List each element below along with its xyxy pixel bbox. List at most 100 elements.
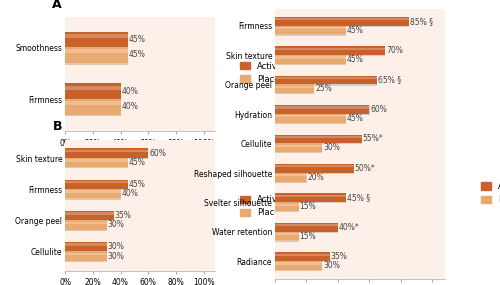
FancyBboxPatch shape [275, 46, 385, 55]
FancyBboxPatch shape [65, 253, 106, 262]
FancyBboxPatch shape [275, 173, 306, 182]
Text: A: A [52, 0, 62, 11]
FancyBboxPatch shape [65, 243, 106, 246]
FancyBboxPatch shape [65, 189, 120, 198]
FancyBboxPatch shape [275, 86, 314, 94]
FancyBboxPatch shape [275, 165, 354, 174]
FancyBboxPatch shape [275, 253, 330, 262]
Text: 60%: 60% [149, 148, 166, 158]
FancyBboxPatch shape [65, 32, 128, 47]
FancyBboxPatch shape [275, 165, 353, 168]
FancyBboxPatch shape [275, 76, 378, 84]
FancyBboxPatch shape [275, 174, 306, 176]
Text: 45%: 45% [128, 158, 145, 167]
FancyBboxPatch shape [65, 253, 106, 255]
Legend: Active, Placebo: Active, Placebo [237, 58, 294, 87]
Text: 40%: 40% [121, 87, 138, 96]
FancyBboxPatch shape [275, 56, 346, 59]
FancyBboxPatch shape [275, 106, 370, 109]
FancyBboxPatch shape [275, 232, 298, 241]
FancyBboxPatch shape [65, 220, 106, 229]
Text: 35%: 35% [114, 211, 131, 220]
FancyBboxPatch shape [275, 77, 378, 79]
FancyBboxPatch shape [275, 254, 330, 256]
FancyBboxPatch shape [65, 49, 128, 65]
Text: 45%: 45% [346, 55, 364, 64]
FancyBboxPatch shape [275, 136, 362, 138]
FancyBboxPatch shape [275, 84, 314, 93]
FancyBboxPatch shape [65, 222, 106, 224]
FancyBboxPatch shape [275, 48, 385, 50]
Text: 45%: 45% [128, 35, 145, 44]
FancyBboxPatch shape [65, 159, 128, 162]
FancyBboxPatch shape [65, 34, 128, 38]
FancyBboxPatch shape [65, 150, 148, 152]
FancyBboxPatch shape [65, 251, 106, 261]
FancyBboxPatch shape [275, 194, 346, 203]
FancyBboxPatch shape [275, 224, 338, 226]
Text: 45% §: 45% § [346, 193, 370, 202]
FancyBboxPatch shape [65, 181, 128, 183]
FancyBboxPatch shape [275, 174, 306, 183]
FancyBboxPatch shape [275, 17, 409, 26]
FancyBboxPatch shape [65, 190, 120, 199]
Text: 45%: 45% [346, 26, 364, 34]
FancyBboxPatch shape [275, 27, 346, 29]
Text: 40%: 40% [121, 189, 138, 198]
FancyBboxPatch shape [275, 86, 314, 88]
FancyBboxPatch shape [65, 212, 114, 215]
FancyBboxPatch shape [275, 26, 346, 34]
Legend: Active, Placebo: Active, Placebo [237, 192, 294, 221]
FancyBboxPatch shape [65, 243, 106, 253]
Text: 65% §: 65% § [378, 76, 401, 85]
FancyBboxPatch shape [65, 86, 120, 90]
FancyBboxPatch shape [275, 144, 322, 153]
FancyBboxPatch shape [275, 115, 346, 117]
Text: 40%*: 40%* [339, 223, 359, 232]
FancyBboxPatch shape [275, 105, 370, 114]
FancyBboxPatch shape [275, 135, 362, 143]
Text: 40%: 40% [121, 102, 138, 111]
FancyBboxPatch shape [275, 233, 298, 235]
FancyBboxPatch shape [65, 242, 106, 251]
FancyBboxPatch shape [65, 84, 120, 99]
FancyBboxPatch shape [65, 50, 128, 53]
FancyBboxPatch shape [65, 47, 128, 63]
Text: 50%*: 50%* [354, 164, 375, 173]
Text: 35%: 35% [331, 252, 348, 261]
Text: 15%: 15% [300, 231, 316, 241]
FancyBboxPatch shape [65, 180, 128, 189]
FancyBboxPatch shape [275, 233, 298, 242]
Text: 30%: 30% [323, 143, 340, 152]
FancyBboxPatch shape [275, 143, 322, 152]
Text: 45%: 45% [128, 180, 145, 189]
FancyBboxPatch shape [65, 34, 128, 49]
FancyBboxPatch shape [275, 252, 330, 261]
Text: 70%: 70% [386, 46, 403, 55]
FancyBboxPatch shape [65, 190, 120, 193]
FancyBboxPatch shape [275, 223, 338, 232]
FancyBboxPatch shape [275, 193, 346, 202]
FancyBboxPatch shape [275, 195, 346, 197]
FancyBboxPatch shape [275, 56, 346, 65]
FancyBboxPatch shape [275, 77, 378, 86]
FancyBboxPatch shape [275, 164, 353, 173]
FancyBboxPatch shape [275, 115, 346, 124]
FancyBboxPatch shape [65, 212, 114, 221]
FancyBboxPatch shape [65, 159, 128, 168]
FancyBboxPatch shape [65, 150, 148, 159]
FancyBboxPatch shape [65, 86, 120, 101]
Text: 25%: 25% [315, 84, 332, 93]
FancyBboxPatch shape [275, 203, 298, 212]
Text: 85% §: 85% § [410, 17, 432, 26]
FancyBboxPatch shape [65, 101, 120, 117]
FancyBboxPatch shape [275, 136, 362, 144]
Text: 30%: 30% [108, 220, 124, 229]
FancyBboxPatch shape [65, 181, 128, 190]
Text: 15%: 15% [300, 202, 316, 211]
Text: 30%: 30% [108, 252, 124, 260]
FancyBboxPatch shape [275, 203, 298, 206]
FancyBboxPatch shape [275, 18, 409, 27]
FancyBboxPatch shape [275, 145, 322, 147]
FancyBboxPatch shape [275, 47, 385, 56]
